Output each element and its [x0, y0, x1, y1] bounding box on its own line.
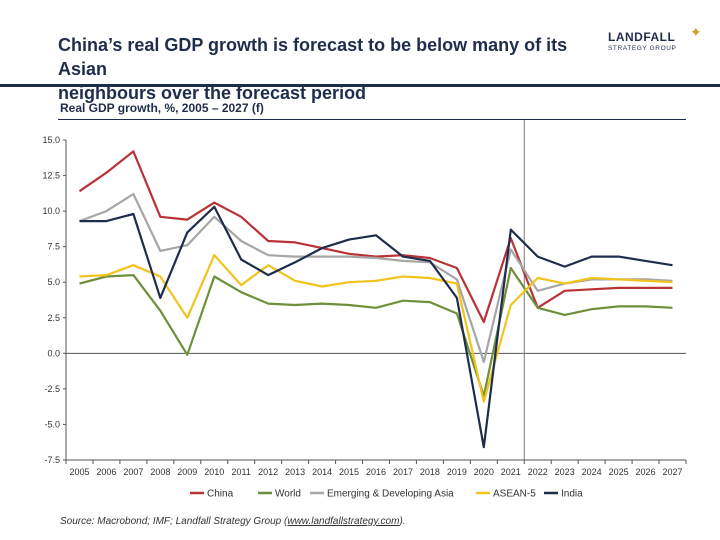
x-tick-label: 2014 [312, 467, 332, 477]
y-tick-label: 2.5 [47, 313, 60, 323]
y-tick-label: -5.0 [44, 419, 60, 429]
x-tick-label: 2023 [555, 467, 575, 477]
series-line-india [79, 205, 673, 449]
x-tick-label: 2019 [447, 467, 467, 477]
legend-label: World [275, 489, 301, 500]
axes: 15.0 12.5 10.0 7.5 5.0 2.5 0.0 -2.5 -5.0 -7.5 2005… [42, 135, 687, 477]
x-tick-label: 2013 [285, 467, 305, 477]
x-tick-label: 2012 [258, 467, 278, 477]
legend-label: Emerging & Developing Asia [327, 489, 454, 500]
chart-title: China’s real GDP growth is forecast to b… [58, 33, 578, 105]
star-icon: ✦ [690, 24, 702, 40]
legend: China World Emerging & Developing Asia ASEA… [190, 489, 583, 500]
x-tick-label: 2022 [528, 467, 548, 477]
x-tick-label: 2018 [420, 467, 440, 477]
x-tick-label: 2005 [69, 467, 89, 477]
series-lines [78, 150, 673, 449]
series-line-asean-5 [79, 254, 673, 403]
legend-label: ASEAN-5 [493, 489, 536, 500]
x-tick-label: 2024 [582, 467, 602, 477]
title-line-2: neighbours over the forecast period [58, 83, 367, 103]
x-tick-label: 2025 [609, 467, 629, 477]
x-tick-label: 2007 [123, 467, 143, 477]
y-tick-label: 0.0 [47, 348, 60, 358]
x-tick-label: 2006 [96, 467, 116, 477]
title-line-1: China’s real GDP growth is forecast to b… [58, 35, 568, 79]
x-tick-label: 2020 [474, 467, 494, 477]
subtitle-rule [58, 119, 686, 120]
logo-name: LANDFALL [608, 30, 676, 44]
landfall-logo: ✦ LANDFALL STRATEGY GROUP [608, 24, 708, 52]
legend-label: India [561, 489, 583, 500]
gdp-line-chart: 15.0 12.5 10.0 7.5 5.0 2.5 0.0 -2.5 -5.0 -7.5 2005… [42, 120, 687, 500]
y-tick-label: 12.5 [42, 171, 60, 181]
x-tick-label: 2017 [393, 467, 413, 477]
y-tick-label: 7.5 [47, 242, 60, 252]
header-rule [0, 84, 720, 87]
x-tick-label: 2021 [501, 467, 521, 477]
y-tick-label: -2.5 [44, 384, 60, 394]
source-suffix: ). [399, 516, 406, 527]
source-prefix: Source: Macrobond; IMF; Landfall Strateg… [60, 516, 288, 527]
x-tick-label: 2011 [232, 467, 251, 477]
y-tick-label: -7.5 [44, 455, 60, 465]
y-tick-label: 15.0 [42, 135, 60, 145]
x-tick-label: 2026 [636, 467, 656, 477]
x-tick-label: 2009 [177, 467, 197, 477]
x-tick-label: 2015 [339, 467, 359, 477]
logo-subtitle: STRATEGY GROUP [608, 45, 677, 52]
x-tick-label: 2027 [663, 467, 683, 477]
y-tick-label: 10.0 [42, 206, 60, 216]
y-tick-label: 5.0 [47, 277, 60, 287]
x-tick-label: 2010 [204, 467, 224, 477]
x-tick-label: 2008 [150, 467, 170, 477]
chart-subtitle: Real GDP growth, %, 2005 – 2027 (f) [60, 101, 264, 115]
source-link[interactable]: www.landfallstrategy.com [287, 516, 400, 527]
series-line-china [78, 150, 673, 324]
series-line-world [79, 266, 673, 398]
source-note: Source: Macrobond; IMF; Landfall Strateg… [60, 516, 406, 527]
x-tick-label: 2016 [366, 467, 386, 477]
legend-label: China [207, 489, 234, 500]
